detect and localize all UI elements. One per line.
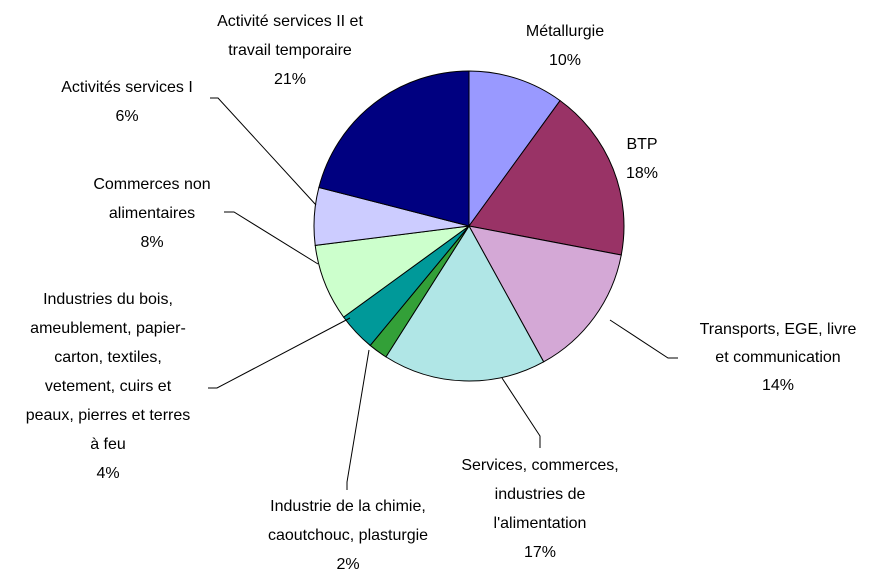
pie-slice — [385, 225, 545, 382]
value-label: 10% — [549, 52, 581, 69]
slice-label: l'alimentation — [494, 515, 587, 532]
value-label: 6% — [115, 108, 138, 125]
slice-label: ameublement, papier- — [30, 320, 186, 337]
value-label: 14% — [762, 377, 794, 394]
leader-line — [208, 317, 351, 389]
slice-label: vetement, cuirs et — [45, 378, 172, 395]
slice-label: et communication — [715, 349, 840, 366]
leader-line — [210, 97, 317, 206]
value-label: 18% — [626, 165, 658, 182]
leader-line — [501, 377, 541, 448]
slice-label: à feu — [90, 436, 126, 453]
pie — [313, 70, 625, 382]
leader-line — [224, 211, 319, 265]
leader-line — [609, 319, 678, 359]
value-label: 8% — [140, 234, 163, 251]
slice-label: caoutchouc, plasturgie — [268, 527, 428, 544]
pie-slice — [468, 70, 561, 228]
pie-slice — [468, 225, 622, 363]
slice-label: Commerces non — [93, 176, 210, 193]
slice-label: peaux, pierres et terres — [26, 407, 191, 424]
labels: Métallurgie 10% BTP 18% Transports, EGE, liv… — [26, 13, 857, 573]
pie-slice — [318, 70, 470, 227]
slice-label: carton, textiles, — [54, 349, 162, 366]
slice-label: Transports, EGE, livre — [700, 321, 857, 338]
slice-label: Métallurgie — [526, 23, 604, 40]
value-label: 21% — [274, 71, 306, 88]
leader-lines — [208, 97, 678, 490]
value-label: 4% — [96, 465, 119, 482]
slice-label: Industrie de la chimie, — [270, 498, 426, 515]
slice-label: Services, commerces, — [461, 457, 618, 474]
slice-label: BTP — [626, 136, 657, 153]
slice-label: travail temporaire — [228, 42, 352, 59]
pie-slice — [468, 99, 625, 256]
slice-label: Activités services I — [61, 79, 193, 96]
slice-label: Activité services II et — [217, 13, 363, 30]
slice-label: Industries du bois, — [43, 291, 173, 308]
value-label: 2% — [336, 556, 359, 573]
leader-line — [346, 349, 370, 490]
slice-label: industries de — [495, 486, 586, 503]
value-label: 17% — [524, 544, 556, 561]
slice-label: alimentaires — [109, 205, 195, 222]
